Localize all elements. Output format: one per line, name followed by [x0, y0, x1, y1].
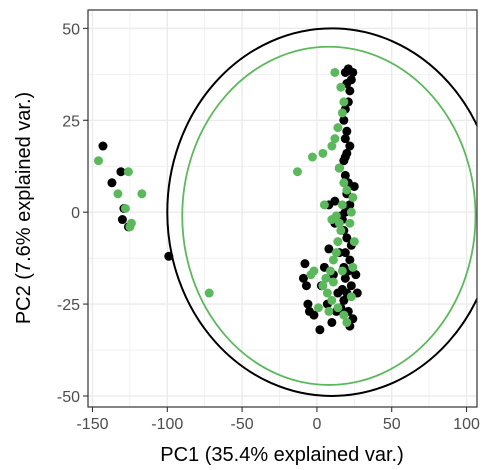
black-data-point — [340, 273, 350, 283]
x-tick-label: 0 — [312, 416, 321, 433]
green-data-point — [327, 295, 337, 305]
black-data-point — [116, 167, 126, 177]
black-data-point — [164, 251, 174, 261]
green-data-point — [120, 204, 130, 213]
x-axis-title: PC1 (35.4% explained var.) — [160, 444, 403, 466]
green-data-point — [328, 255, 338, 265]
green-data-point — [348, 192, 358, 202]
black-data-point — [300, 259, 310, 269]
y-axis-title: PC2 (7.6% explained var.) — [13, 92, 35, 324]
green-data-point — [348, 262, 358, 272]
black-data-point — [327, 317, 337, 327]
green-data-point — [337, 108, 347, 118]
black-data-point — [298, 273, 308, 283]
green-data-point — [334, 218, 344, 228]
green-data-point — [342, 185, 352, 195]
black-data-point — [98, 141, 108, 151]
black-data-point — [351, 270, 361, 280]
black-data-point — [340, 134, 350, 144]
x-tick-label: -100 — [151, 416, 183, 433]
green-data-point — [324, 306, 334, 316]
black-data-point — [304, 306, 314, 316]
black-data-point — [349, 181, 359, 191]
green-data-point — [345, 218, 355, 228]
black-data-point — [345, 255, 355, 265]
black-data-point — [342, 233, 352, 243]
black-data-point — [340, 170, 350, 180]
green-data-point — [337, 200, 347, 210]
black-data-point — [301, 281, 311, 291]
green-group-ellipse — [181, 45, 477, 386]
black-data-point — [342, 126, 352, 136]
green-data-point — [333, 237, 343, 247]
plot-panel-background — [88, 10, 477, 407]
green-data-point — [322, 288, 332, 298]
y-tick-label: -25 — [57, 297, 80, 314]
green-data-point — [123, 167, 133, 177]
green-data-point — [346, 292, 356, 302]
green-data-point — [339, 97, 349, 107]
x-tick-label: -150 — [76, 416, 108, 433]
black-data-point — [117, 215, 127, 225]
black-data-point — [315, 325, 325, 335]
green-data-point — [349, 237, 359, 247]
y-tick-label: 25 — [62, 113, 80, 130]
black-data-point — [339, 115, 349, 125]
black-data-point — [303, 299, 313, 309]
green-data-point — [342, 317, 352, 327]
axis-ticks: -150 -100 -50 0 50 100 -50 -25 0 25 50 — [57, 21, 480, 433]
plot-panel-border — [87, 9, 478, 408]
y-tick-label: 50 — [62, 21, 80, 38]
green-data-point — [346, 207, 356, 217]
x-tick-label: 100 — [453, 416, 480, 433]
green-data-point — [339, 310, 349, 320]
green-data-point — [330, 67, 340, 77]
green-data-point — [331, 248, 341, 258]
green-data-point — [321, 273, 331, 283]
green-data-point — [327, 141, 337, 151]
black-data-point — [345, 86, 355, 96]
x-tick-label: 50 — [383, 416, 401, 433]
x-tick-label: -50 — [231, 416, 254, 433]
green-data-point — [126, 218, 136, 228]
green-data-point — [330, 134, 340, 144]
green-data-point — [336, 226, 346, 236]
black-data-point — [346, 281, 356, 291]
black-data-point — [339, 295, 349, 305]
green-data-point — [333, 303, 343, 313]
black-group-ellipse — [166, 27, 477, 397]
y-tick-label: 0 — [71, 205, 80, 222]
green-data-point — [318, 281, 328, 291]
green-data-point — [336, 82, 346, 92]
black-data-point — [324, 244, 334, 254]
green-data-point — [327, 215, 337, 225]
black-data-point — [345, 200, 355, 210]
green-data-point — [339, 178, 349, 188]
green-data-point — [333, 123, 343, 133]
green-data-point — [328, 277, 338, 287]
green-data-point — [318, 148, 328, 158]
black-data-point — [345, 141, 355, 151]
data-points — [93, 64, 362, 335]
green-data-point — [337, 266, 347, 276]
green-data-point — [137, 189, 147, 199]
black-data-point — [348, 67, 358, 77]
green-data-point — [313, 303, 323, 313]
black-data-point — [107, 178, 117, 188]
y-tick-label: -50 — [57, 389, 80, 406]
grid-lines — [88, 10, 477, 407]
black-data-point — [337, 284, 347, 294]
green-data-point — [334, 163, 344, 173]
green-data-point — [204, 288, 214, 298]
green-data-point — [113, 189, 123, 199]
confidence-ellipses — [166, 27, 477, 397]
green-data-point — [325, 266, 335, 276]
green-data-point — [307, 152, 317, 162]
green-data-point — [319, 200, 329, 210]
green-data-point — [93, 156, 103, 166]
green-data-point — [292, 167, 302, 177]
black-data-point — [340, 152, 350, 162]
green-data-point — [306, 270, 316, 280]
